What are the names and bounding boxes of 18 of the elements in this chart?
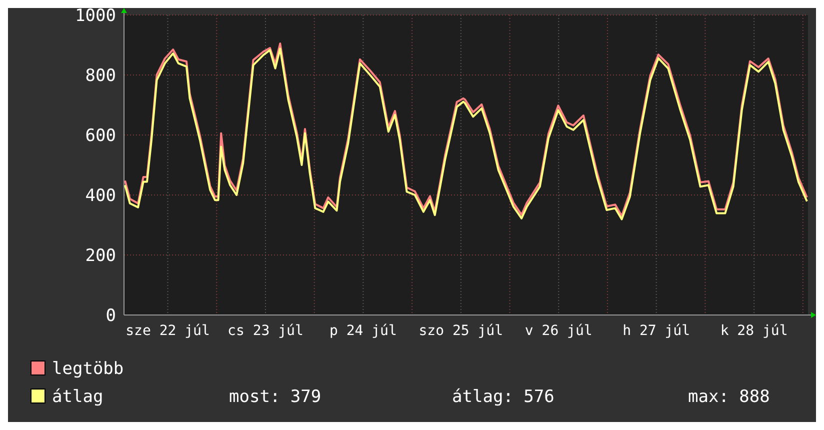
y-tick-label: 600 [85, 126, 116, 146]
x-tick-label: cs 23 júl [228, 323, 304, 339]
y-tick-label: 1000 [75, 6, 116, 26]
y-tick-label: 800 [85, 66, 116, 86]
y-tick-label: 400 [85, 186, 116, 206]
legend-label: átlag [52, 386, 104, 407]
legend-label: legtöbb [52, 358, 124, 379]
y-tick-label: 0 [106, 306, 116, 326]
x-tick-label: v 26 júl [524, 323, 592, 339]
x-tick-label: szo 25 júl [418, 323, 504, 339]
x-tick-label: h 27 júl [622, 323, 690, 339]
y-tick-label: 200 [85, 246, 116, 266]
text: átlag: 576 [452, 386, 554, 407]
x-tick-label: sze 22 júl [126, 323, 210, 339]
x-tick-label: p 24 júl [329, 323, 397, 339]
text: max: 888 [688, 386, 770, 407]
x-tick-label: k 28 júl [720, 323, 788, 339]
text: most: 379 [229, 386, 322, 407]
